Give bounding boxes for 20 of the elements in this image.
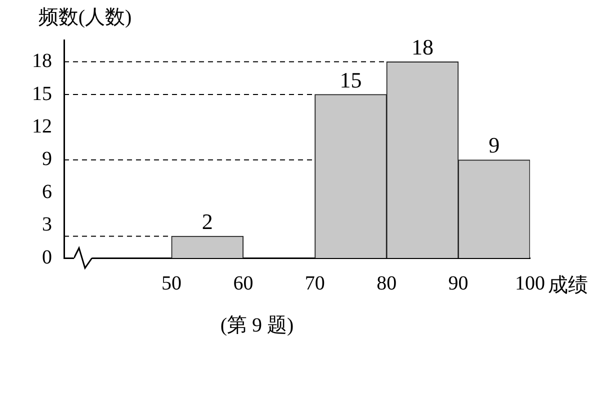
data-label: 2 bbox=[202, 208, 213, 234]
x-tick-label: 70 bbox=[304, 272, 325, 294]
text: (第 9 题) bbox=[220, 314, 294, 336]
x-tick-label: 80 bbox=[376, 272, 397, 294]
y-axis-title: 频数(人数) bbox=[38, 6, 132, 28]
x-tick-label: 60 bbox=[233, 272, 254, 294]
y-tick-label: 18 bbox=[32, 50, 52, 72]
y-tick-label: 3 bbox=[42, 214, 52, 236]
data-label: 9 bbox=[488, 132, 500, 158]
x-tick-label: 90 bbox=[448, 272, 468, 294]
data-label: 15 bbox=[340, 67, 362, 92]
y-tick-label: 0 bbox=[42, 246, 52, 268]
x-axis-title: 成绩 bbox=[548, 274, 588, 296]
y-tick-label: 6 bbox=[42, 180, 52, 203]
x-tick-label: 100 bbox=[515, 272, 545, 294]
y-tick-label: 12 bbox=[32, 115, 52, 138]
data-label: 18 bbox=[411, 34, 434, 60]
y-tick-label: 15 bbox=[32, 82, 52, 105]
y-tick-label: 9 bbox=[42, 148, 52, 170]
x-tick-label: 50 bbox=[162, 272, 182, 294]
